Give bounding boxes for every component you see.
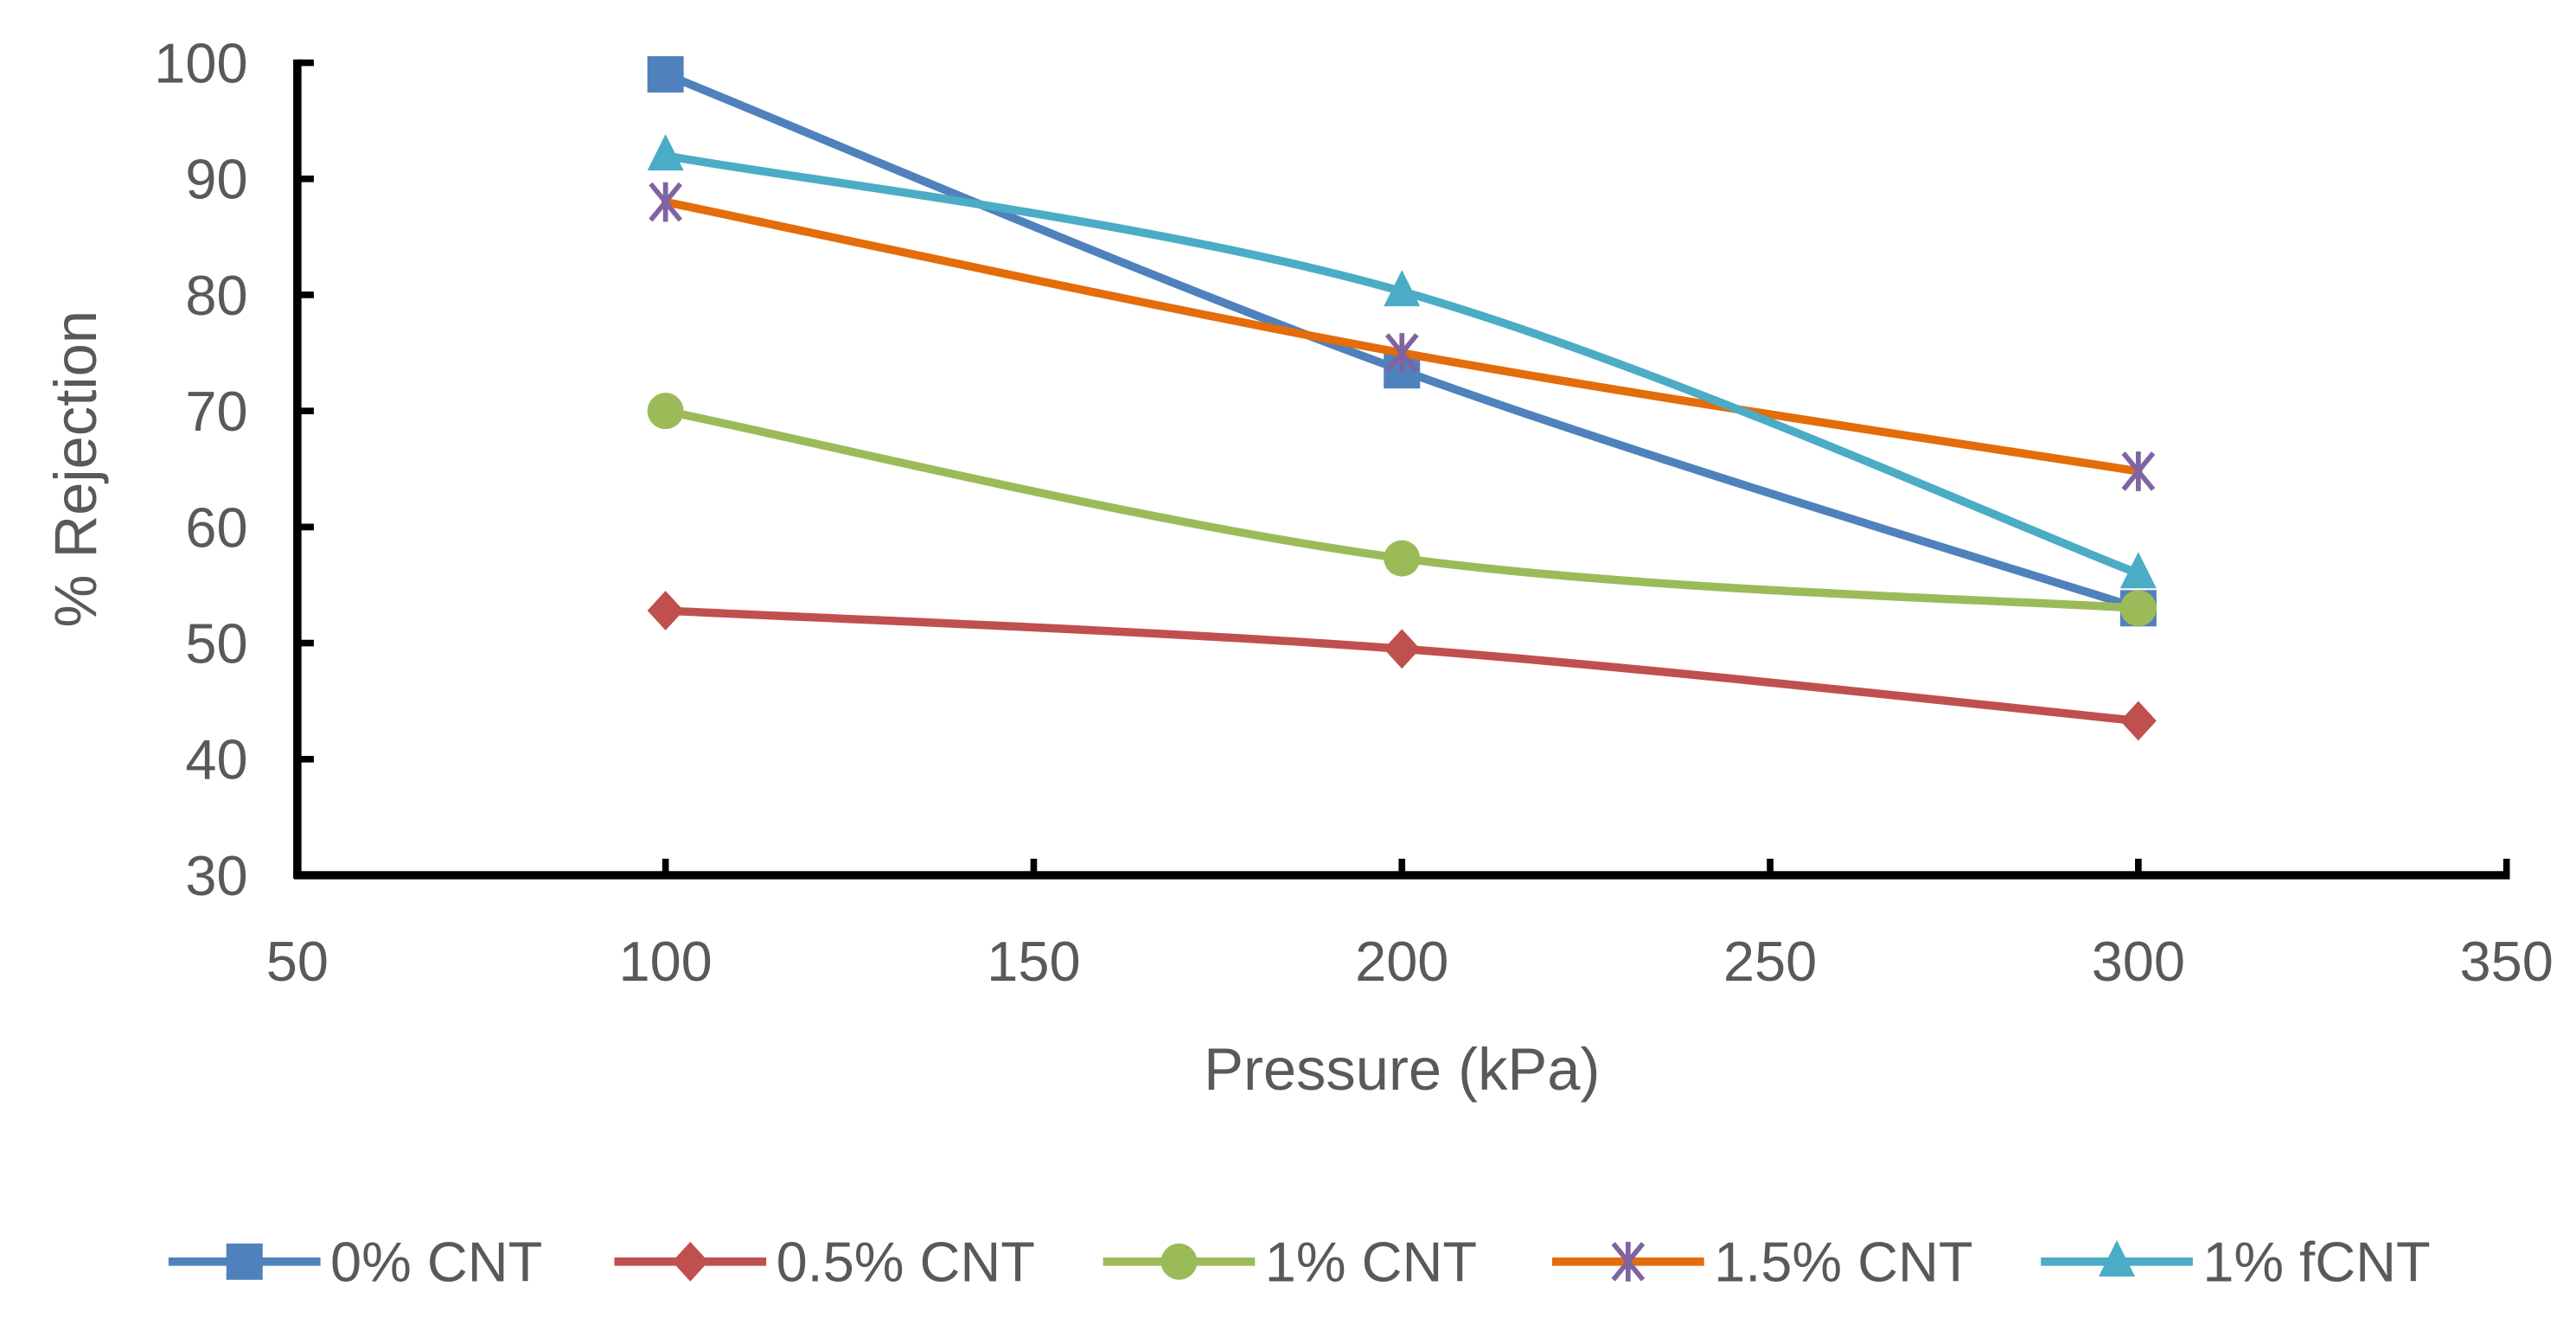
legend-marker bbox=[1611, 1241, 1646, 1282]
legend-label: 1% CNT bbox=[1265, 1231, 1477, 1294]
data-point bbox=[1384, 540, 1421, 577]
legend: 0% CNT 0.5% CNT 1% CNT 1.5% CNT 1% fCNT bbox=[168, 1231, 2431, 1294]
data-point bbox=[2119, 552, 2157, 589]
y-tick-label: 80 bbox=[185, 264, 247, 327]
y-tick-label: 90 bbox=[185, 148, 247, 211]
series-1-cnt bbox=[647, 393, 2157, 627]
x-tick-label: 350 bbox=[2460, 930, 2554, 993]
series-1-fcnt bbox=[647, 134, 2157, 589]
legend-label: 1.5% CNT bbox=[1714, 1231, 1972, 1294]
x-tick-label: 100 bbox=[618, 930, 712, 993]
data-point bbox=[1384, 270, 1421, 307]
axes bbox=[293, 59, 2510, 880]
legend-marker bbox=[672, 1241, 709, 1282]
x-axis-title: Pressure (kPa) bbox=[1204, 1036, 1600, 1103]
data-point bbox=[647, 55, 684, 93]
y-tick-label: 50 bbox=[185, 611, 247, 675]
data-point bbox=[1384, 629, 1421, 669]
y-tick-label: 60 bbox=[185, 496, 247, 559]
data-point bbox=[647, 393, 684, 430]
y-tick-label: 70 bbox=[185, 380, 247, 443]
x-tick-label: 200 bbox=[1355, 930, 1448, 993]
data-point bbox=[649, 182, 683, 222]
legend-label: 1% fCNT bbox=[2202, 1231, 2430, 1294]
legend-item: 1% fCNT bbox=[2041, 1231, 2431, 1294]
y-axis-ticks: 30 40 50 60 70 80 90 100 bbox=[154, 31, 314, 907]
x-tick-label: 250 bbox=[1723, 930, 1817, 993]
x-tick-label: 150 bbox=[987, 930, 1080, 993]
data-point bbox=[1384, 333, 1419, 373]
legend-item: 1% CNT bbox=[1103, 1231, 1477, 1294]
legend-item: 0.5% CNT bbox=[614, 1231, 1035, 1294]
data-point bbox=[647, 591, 684, 630]
data-point bbox=[2119, 701, 2157, 741]
legend-label: 0% CNT bbox=[330, 1231, 542, 1294]
legend-marker bbox=[1160, 1243, 1198, 1280]
legend-item: 0% CNT bbox=[168, 1231, 542, 1294]
legend-item: 1.5% CNT bbox=[1552, 1231, 1973, 1294]
data-point bbox=[2121, 451, 2156, 491]
y-tick-label: 100 bbox=[154, 31, 247, 94]
data-point bbox=[647, 134, 684, 171]
series-1-5-cnt bbox=[649, 182, 2156, 491]
legend-marker bbox=[2099, 1239, 2136, 1277]
y-tick-label: 30 bbox=[185, 844, 247, 907]
legend-marker bbox=[226, 1243, 263, 1280]
legend-label: 0.5% CNT bbox=[777, 1231, 1035, 1294]
x-tick-label: 300 bbox=[2092, 930, 2185, 993]
series-0-5-cnt bbox=[647, 591, 2157, 741]
y-axis-title: % Rejection bbox=[42, 310, 109, 628]
data-point bbox=[2119, 590, 2157, 627]
x-axis-ticks: 50 100 150 200 250 300 350 bbox=[266, 858, 2554, 993]
y-tick-label: 40 bbox=[185, 728, 247, 791]
x-tick-label: 50 bbox=[266, 930, 329, 993]
series-layer bbox=[647, 55, 2157, 741]
